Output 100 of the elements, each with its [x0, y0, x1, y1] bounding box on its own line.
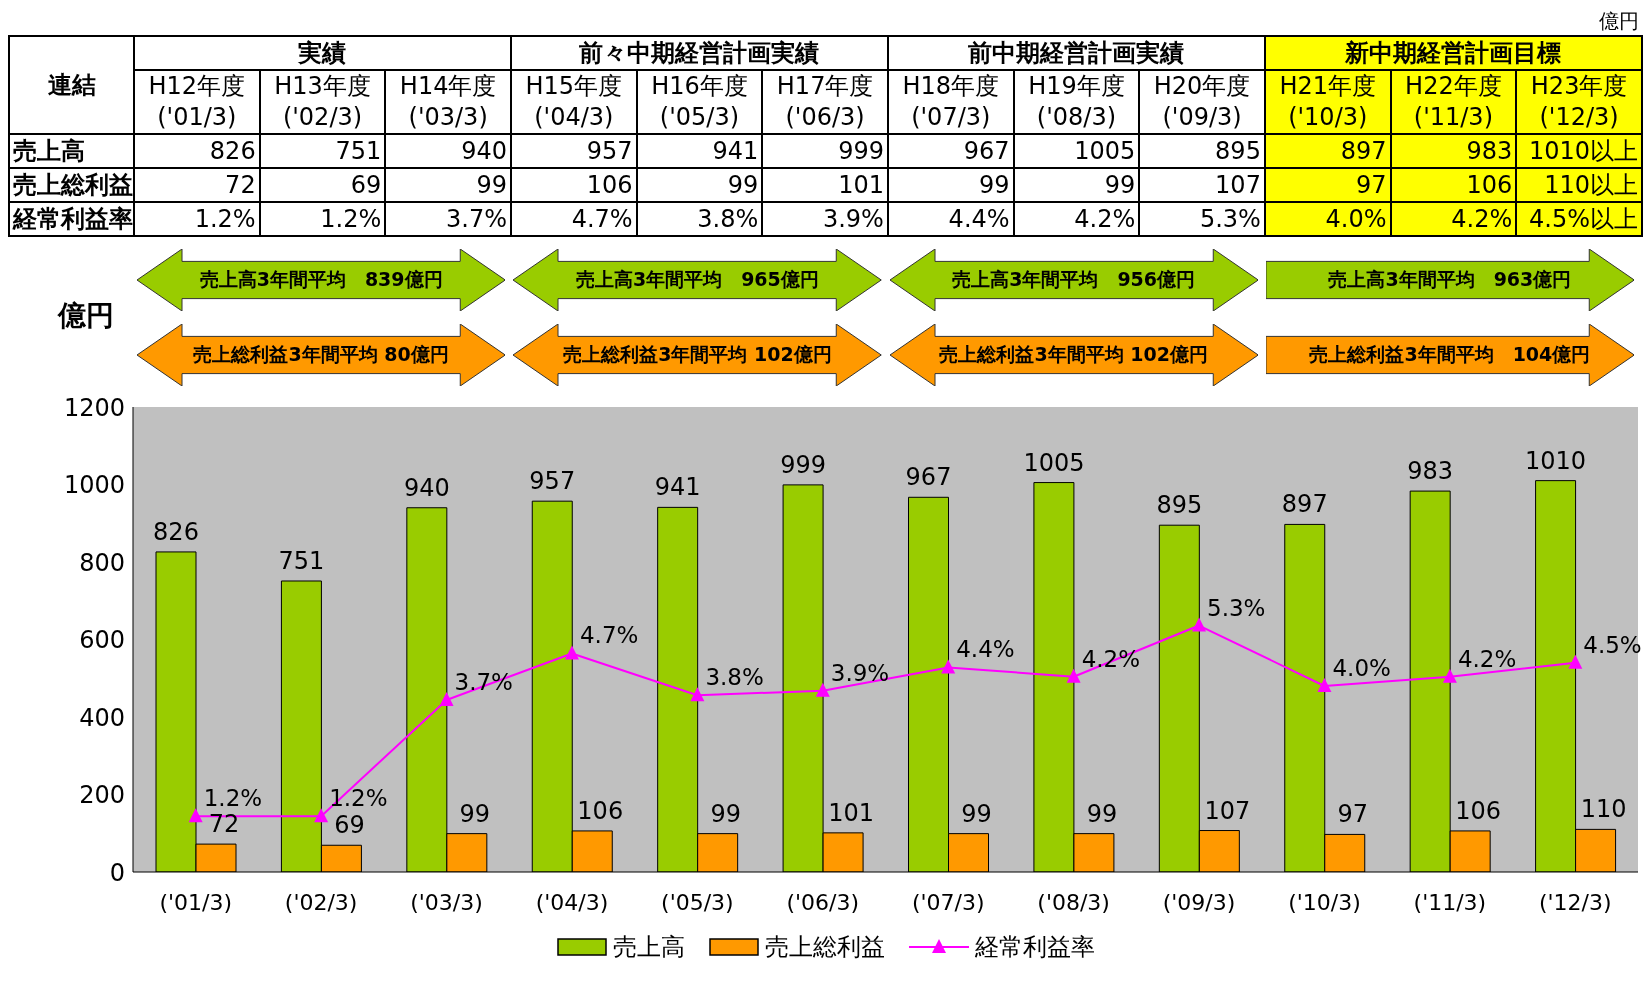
text: 3.9% — [822, 205, 884, 234]
point — [1317, 678, 1332, 693]
text: 999 — [838, 137, 884, 166]
data-label: 72 — [208, 810, 240, 839]
y-tick-label: 1000 — [63, 471, 125, 500]
data-label: 3.8% — [705, 664, 764, 691]
data-label: 1005 — [1023, 448, 1085, 477]
text: 69 — [350, 171, 382, 200]
data-label: 897 — [1281, 490, 1328, 519]
category-label: H17年度 ('06/3) — [762, 70, 888, 135]
x-tick-label: ('08/3) — [1037, 889, 1110, 915]
text: 99 — [727, 171, 759, 200]
text: 3.8% — [697, 205, 759, 234]
data-label: 941 — [654, 473, 701, 502]
text: 1005 — [1074, 137, 1136, 166]
point — [314, 808, 329, 823]
x-tick-label: ('03/3) — [410, 889, 483, 915]
x-tick-label: ('02/3) — [284, 889, 358, 915]
text: 4.2% — [1074, 205, 1136, 234]
text: 4.2% — [1451, 205, 1513, 234]
category-label: H13年度 ('02/3) — [259, 70, 386, 135]
x-tick-label: ('09/3) — [1162, 889, 1236, 915]
text: 5.3% — [1199, 205, 1261, 234]
data-label: 967 — [905, 463, 952, 492]
text: 110以上 — [1544, 171, 1638, 200]
text: 前中期経営計画実績 — [887, 36, 1265, 70]
legend-label: 経常利益率 — [974, 932, 1095, 964]
data-label: 110 — [1580, 795, 1627, 824]
y-tick-label: 1200 — [63, 393, 125, 422]
data-label: 99 — [1086, 800, 1118, 829]
text: 101 — [838, 171, 884, 200]
data-label: 3.9% — [830, 660, 890, 687]
data-label: 101 — [828, 799, 874, 828]
text: 1.2% — [320, 205, 382, 234]
text: 967 — [963, 137, 1010, 166]
text: 4.7% — [571, 205, 633, 234]
data-label: 957 — [529, 467, 576, 496]
data-label: 940 — [403, 474, 450, 503]
point — [1442, 669, 1457, 684]
category-label: 経常利益率 — [13, 205, 133, 234]
category-label: 売上総利益 — [13, 171, 133, 200]
text: 1.2% — [194, 205, 256, 234]
x-tick-label: ('11/3) — [1413, 889, 1487, 915]
text: 連結 — [9, 36, 134, 135]
data-label: 99 — [710, 800, 741, 829]
text: 897 — [1340, 137, 1387, 166]
y-tick-label: 200 — [79, 781, 125, 810]
text: 3.7% — [445, 205, 507, 234]
data-label: 5.3% — [1207, 594, 1266, 621]
category-label: H14年度 ('03/3) — [385, 70, 511, 135]
point — [941, 659, 956, 674]
data-label: 983 — [1407, 457, 1454, 486]
data-label: 69 — [334, 811, 365, 840]
text: 新中期経営計画目標 — [1264, 36, 1642, 70]
y-axis-title: 億円 — [58, 298, 114, 335]
legend-label: 売上総利益 — [764, 932, 885, 964]
data-label: 999 — [780, 451, 826, 480]
category-label: H20年度 ('09/3) — [1139, 70, 1265, 135]
x-tick-label: ('06/3) — [786, 889, 860, 915]
data-label: 826 — [153, 518, 199, 547]
text: 99 — [979, 171, 1010, 200]
text: 106 — [586, 171, 633, 200]
text: 957 — [586, 137, 633, 166]
data-label: 106 — [1455, 797, 1502, 826]
text: 826 — [209, 137, 256, 166]
x-tick-label: ('04/3) — [535, 889, 609, 915]
x-tick-label: ('05/3) — [661, 889, 734, 915]
data-label: 4.5% — [1583, 632, 1642, 659]
data-label: 99 — [459, 800, 491, 829]
category-label: H12年度 ('01/3) — [134, 70, 260, 135]
data-label: 1.2% — [203, 785, 263, 812]
text: 99 — [1104, 171, 1136, 200]
point — [1568, 655, 1583, 670]
category-label: H19年度 ('08/3) — [1013, 70, 1140, 135]
data-label: 1010 — [1525, 447, 1587, 475]
text: 97 — [1356, 171, 1387, 200]
y-tick-label: 800 — [79, 548, 125, 577]
category-label: H22年度 ('11/3) — [1390, 70, 1517, 135]
x-tick-label: ('01/3) — [159, 889, 233, 915]
data-label: 4.2% — [1457, 646, 1517, 673]
point — [1066, 669, 1081, 684]
category-label: 売上高 — [13, 137, 85, 166]
x-tick-label: ('07/3) — [911, 889, 985, 915]
point — [188, 808, 203, 823]
point — [564, 645, 579, 660]
point — [1192, 617, 1207, 632]
text: 895 — [1215, 137, 1261, 166]
y-tick-label: 600 — [79, 626, 125, 655]
data-label: 107 — [1204, 796, 1251, 825]
text: 940 — [461, 137, 507, 166]
legend-label: 売上高 — [612, 932, 685, 964]
data-label: 4.7% — [579, 622, 639, 649]
text: 106 — [1466, 171, 1513, 200]
category-label: H18年度 ('07/3) — [887, 70, 1014, 135]
text: 前々中期経営計画実績 — [510, 36, 888, 70]
text: 107 — [1215, 171, 1261, 200]
point — [690, 687, 705, 702]
text: 億円 — [1598, 8, 1640, 35]
text: 72 — [225, 171, 256, 200]
data-label: 4.4% — [956, 636, 1015, 663]
